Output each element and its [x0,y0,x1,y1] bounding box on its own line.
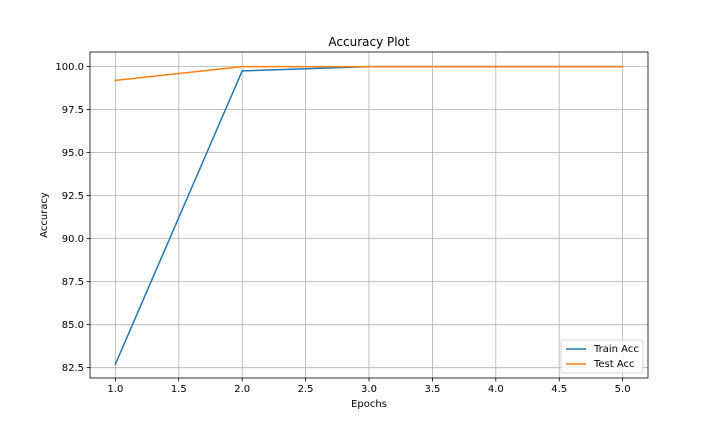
chart-title: Accuracy Plot [328,35,410,49]
axis-ticks: 1.0 1.5 2.0 2.5 3.0 3.5 4.0 4.5 5.0 82.5 85.0 87.5 9… [55,62,630,395]
legend: Train Acc Test Acc [560,339,644,374]
legend-label-train: Train Acc [593,344,639,355]
x-tick-label: 3.5 [424,384,440,395]
x-tick-label: 4.5 [551,384,567,395]
grid-lines [90,52,648,378]
y-tick-label: 95.0 [62,148,84,159]
x-tick-label: 1.0 [107,384,123,395]
y-tick-label: 85.0 [62,320,84,331]
y-tick-label: 82.5 [62,363,84,374]
y-tick-label: 100.0 [55,62,84,73]
y-tick-label: 90.0 [62,234,84,245]
x-tick-label: 2.0 [234,384,250,395]
x-tick-label: 5.0 [615,384,631,395]
y-tick-label: 87.5 [62,277,84,288]
series-line-test-acc [114,65,624,82]
y-tick-label: 92.5 [62,191,84,202]
series-lines [114,65,624,366]
y-axis-title: Accuracy [39,192,50,238]
x-axis-title: Epochs [351,399,387,410]
x-tick-label: 1.5 [171,384,187,395]
x-tick-label: 3.0 [361,384,377,395]
y-tick-label: 97.5 [62,105,84,116]
x-tick-label: 2.5 [298,384,314,395]
x-tick-label: 4.0 [488,384,504,395]
legend-label-test: Test Acc [593,359,635,370]
